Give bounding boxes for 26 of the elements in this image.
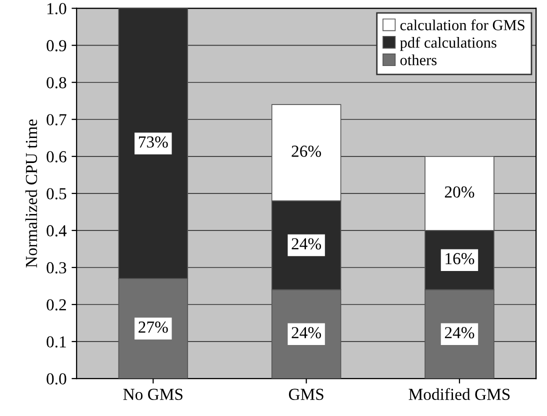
data-label: 24% — [444, 327, 474, 338]
data-label: 27% — [138, 322, 168, 333]
y-tick-label: 0.0 — [46, 373, 66, 385]
data-label: 24% — [292, 327, 322, 338]
y-tick-label: 0.1 — [46, 336, 66, 348]
data-label: 20% — [444, 186, 474, 198]
y-axis-title: Normalized CPU time — [25, 119, 38, 268]
data-label: 73% — [138, 136, 168, 148]
y-tick-label: 0.9 — [46, 40, 66, 52]
y-tick-label: 0.6 — [46, 151, 66, 162]
legend-label: calculation for GMS — [400, 19, 524, 30]
y-tick-label: 0.3 — [46, 262, 66, 274]
legend-label: pdf calculations — [400, 36, 496, 51]
x-tick-label: Modified GMS — [408, 388, 510, 400]
y-tick-label: 0.5 — [46, 188, 66, 200]
y-tick-label: 0.2 — [46, 299, 66, 311]
legend-label: others — [400, 54, 437, 66]
data-label: 26% — [292, 146, 322, 157]
y-tick-label: 0.8 — [46, 77, 66, 88]
y-tick-label: 0.7 — [46, 114, 66, 126]
y-tick-label: 0.4 — [46, 225, 67, 236]
data-label: 16% — [446, 253, 474, 264]
x-tick-label: GMS — [288, 388, 324, 400]
y-tick-label: 1.0 — [47, 3, 66, 14]
data-label: 24% — [292, 238, 322, 250]
x-tick-label: No GMS — [123, 388, 182, 400]
